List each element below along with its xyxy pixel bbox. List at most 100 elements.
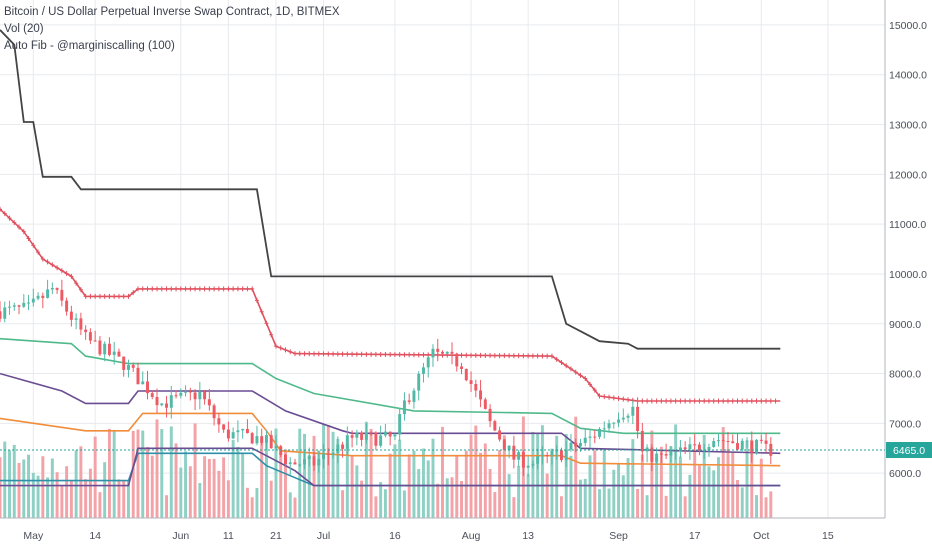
volume-bar bbox=[50, 458, 54, 518]
volume-bar bbox=[317, 450, 321, 518]
symbol-title[interactable]: Bitcoin / US Dollar Perpetual Inverse Sw… bbox=[4, 6, 340, 18]
volume-bar bbox=[355, 465, 359, 518]
candle-body bbox=[264, 435, 268, 443]
volume-bar bbox=[103, 462, 107, 518]
candle-body bbox=[588, 436, 592, 438]
candle-body bbox=[103, 343, 107, 355]
fib-marker bbox=[540, 353, 545, 359]
fib-marker bbox=[345, 351, 350, 357]
volume-bar bbox=[507, 474, 511, 518]
volume-bar bbox=[702, 434, 706, 518]
fib-line-0 bbox=[0, 447, 781, 487]
candle-body bbox=[669, 451, 673, 456]
volume-bar bbox=[674, 424, 678, 518]
fib-indicator-label[interactable]: Auto Fib - @marginiscalling (100) bbox=[4, 40, 175, 52]
fib-marker bbox=[768, 398, 773, 404]
candle-body bbox=[683, 447, 687, 450]
candle-body bbox=[693, 444, 697, 446]
volume-bar bbox=[726, 449, 730, 518]
volume-bar bbox=[169, 426, 173, 518]
fib-marker bbox=[321, 351, 326, 357]
fib-marker bbox=[392, 352, 397, 358]
volume-bar bbox=[326, 424, 330, 518]
volume-bar bbox=[716, 457, 720, 518]
fib-line-0_5 bbox=[0, 372, 781, 455]
candle-body bbox=[464, 368, 468, 381]
candle-body bbox=[184, 391, 188, 393]
fib-marker bbox=[549, 353, 554, 359]
candle-body bbox=[521, 452, 525, 468]
fib-marker bbox=[478, 352, 483, 358]
volume-bar bbox=[41, 456, 45, 518]
candle-body bbox=[531, 463, 535, 466]
fib-marker bbox=[112, 293, 117, 299]
fib-marker bbox=[350, 351, 355, 357]
volume-bar bbox=[150, 455, 154, 518]
volume-bar bbox=[141, 430, 145, 518]
volume-bar bbox=[750, 440, 754, 518]
candle-body bbox=[312, 456, 316, 466]
volume-bar bbox=[236, 446, 240, 518]
y-tick-label: 14000.0 bbox=[889, 70, 927, 82]
fib-marker bbox=[607, 394, 612, 400]
candle-body bbox=[41, 295, 45, 298]
volume-bar bbox=[488, 468, 492, 518]
fib-marker bbox=[673, 398, 678, 404]
volume-bar bbox=[331, 431, 335, 518]
candle-body bbox=[303, 459, 306, 465]
volume-bar bbox=[445, 478, 449, 518]
fib-marker bbox=[416, 352, 421, 358]
candle-body bbox=[640, 430, 644, 452]
candle-body bbox=[383, 431, 387, 436]
candle-body bbox=[379, 435, 383, 446]
fib-marker bbox=[764, 398, 769, 404]
fib-marker bbox=[488, 353, 493, 359]
fib-line-0_786 bbox=[0, 208, 781, 402]
volume-bar bbox=[3, 441, 7, 518]
volume-bar bbox=[155, 419, 159, 518]
volume-bar bbox=[421, 448, 425, 518]
candle-body bbox=[74, 318, 78, 320]
volume-bar bbox=[393, 444, 397, 518]
volume-bar bbox=[74, 450, 78, 518]
fib-marker bbox=[278, 345, 283, 351]
fib-marker bbox=[583, 376, 588, 382]
fib-marker bbox=[240, 286, 245, 292]
candle-body bbox=[431, 348, 435, 358]
volume-bar bbox=[583, 478, 587, 518]
volume-bar bbox=[260, 438, 264, 518]
candle-body bbox=[678, 447, 682, 452]
volume-bar bbox=[84, 479, 88, 518]
candle-body bbox=[131, 364, 135, 368]
candle-body bbox=[364, 432, 368, 440]
volume-indicator-label[interactable]: Vol (20) bbox=[4, 23, 44, 35]
fib-marker bbox=[283, 347, 288, 353]
fib-line-1 bbox=[0, 29, 781, 350]
candle-body bbox=[60, 289, 64, 301]
candle-body bbox=[322, 453, 326, 460]
volume-bar bbox=[212, 458, 216, 518]
volume-bar bbox=[69, 480, 73, 518]
candle-body bbox=[407, 400, 411, 402]
volume-bar bbox=[46, 477, 50, 518]
fib-marker bbox=[135, 286, 140, 292]
fib-marker bbox=[592, 387, 597, 393]
fib-marker bbox=[421, 352, 426, 358]
volume-bar bbox=[222, 457, 226, 518]
y-tick-label: 15000.0 bbox=[889, 20, 927, 32]
volume-bar bbox=[112, 429, 116, 518]
candle-body bbox=[236, 430, 240, 433]
fib-marker bbox=[116, 293, 121, 299]
volume-bar bbox=[269, 480, 273, 518]
volume-bar bbox=[55, 472, 59, 518]
candle-body bbox=[169, 395, 173, 408]
volume-bar bbox=[217, 470, 221, 518]
y-tick-label: 11000.0 bbox=[889, 219, 926, 231]
candle-body bbox=[88, 332, 92, 341]
fib-marker bbox=[155, 286, 160, 292]
volume-bar bbox=[369, 428, 373, 518]
candle-body bbox=[336, 444, 340, 453]
volume-bar bbox=[693, 451, 697, 518]
